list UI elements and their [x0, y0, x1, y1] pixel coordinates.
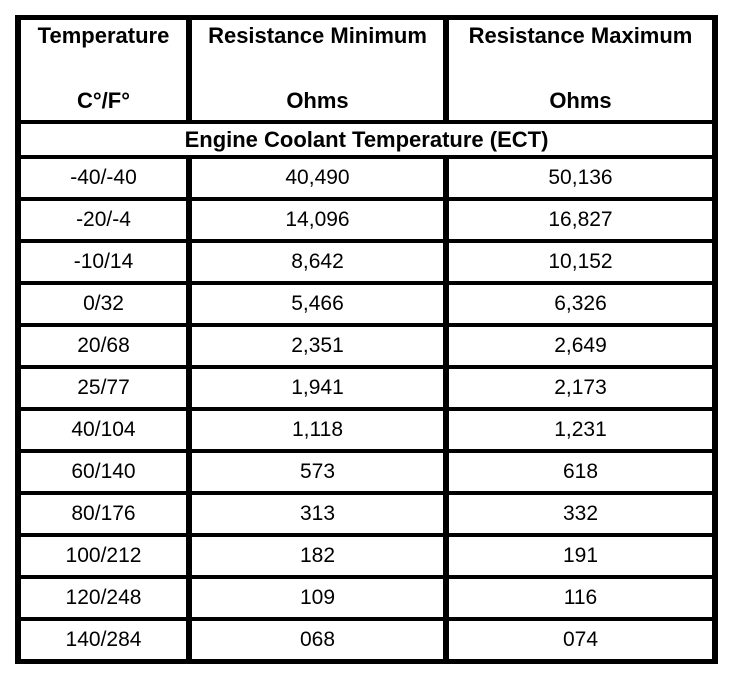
table-row: 25/77 1,941 2,173	[15, 365, 718, 411]
cell-resistance-max: 10,152	[443, 239, 718, 285]
ect-resistance-table: Temperature C°/F° Resistance Minimum Ohm…	[15, 15, 718, 664]
cell-resistance-max: 50,136	[443, 155, 718, 201]
section-row: Engine Coolant Temperature (ECT)	[15, 120, 718, 159]
header-temperature-unit: C°/F°	[76, 87, 131, 113]
header-temperature: Temperature C°/F°	[15, 15, 192, 124]
cell-resistance-max: 116	[443, 575, 718, 621]
header-resistance-min-unit: Ohms	[286, 87, 349, 113]
cell-resistance-min: 14,096	[186, 197, 449, 243]
cell-resistance-min: 109	[186, 575, 449, 621]
cell-resistance-max: 332	[443, 491, 718, 537]
cell-resistance-max: 1,231	[443, 407, 718, 453]
cell-temperature: 100/212	[15, 533, 192, 579]
table-row: 120/248 109 116	[15, 575, 718, 621]
cell-resistance-max: 618	[443, 449, 718, 495]
cell-resistance-max: 16,827	[443, 197, 718, 243]
table-row: 80/176 313 332	[15, 491, 718, 537]
cell-resistance-min: 5,466	[186, 281, 449, 327]
cell-resistance-max: 6,326	[443, 281, 718, 327]
header-resistance-min-title: Resistance Minimum	[208, 23, 427, 48]
section-title: Engine Coolant Temperature (ECT)	[15, 120, 718, 159]
table-row: 140/284 068 074	[15, 617, 718, 664]
header-resistance-max-title: Resistance Maximum	[468, 23, 693, 48]
cell-temperature: 0/32	[15, 281, 192, 327]
table-row: -40/-40 40,490 50,136	[15, 155, 718, 201]
table-header: Temperature C°/F° Resistance Minimum Ohm…	[15, 15, 718, 159]
cell-resistance-min: 1,118	[186, 407, 449, 453]
cell-resistance-max: 191	[443, 533, 718, 579]
table-row: 60/140 573 618	[15, 449, 718, 495]
cell-resistance-min: 068	[186, 617, 449, 664]
cell-resistance-min: 573	[186, 449, 449, 495]
table-row: 0/32 5,466 6,326	[15, 281, 718, 327]
cell-temperature: 60/140	[15, 449, 192, 495]
table-row: 40/104 1,118 1,231	[15, 407, 718, 453]
table-row: -10/14 8,642 10,152	[15, 239, 718, 285]
cell-resistance-min: 182	[186, 533, 449, 579]
cell-temperature: -40/-40	[15, 155, 192, 201]
cell-resistance-min: 8,642	[186, 239, 449, 285]
cell-temperature: 40/104	[15, 407, 192, 453]
cell-temperature: 25/77	[15, 365, 192, 411]
cell-temperature: -10/14	[15, 239, 192, 285]
cell-resistance-max: 074	[443, 617, 718, 664]
header-resistance-max: Resistance Maximum Ohms	[443, 15, 718, 124]
cell-temperature: 140/284	[15, 617, 192, 664]
header-temperature-title: Temperature	[37, 23, 170, 48]
cell-resistance-min: 1,941	[186, 365, 449, 411]
table-row: 20/68 2,351 2,649	[15, 323, 718, 369]
cell-temperature: 20/68	[15, 323, 192, 369]
table-body: -40/-40 40,490 50,136 -20/-4 14,096 16,8…	[15, 155, 718, 664]
table-row: -20/-4 14,096 16,827	[15, 197, 718, 243]
cell-resistance-max: 2,649	[443, 323, 718, 369]
cell-resistance-max: 2,173	[443, 365, 718, 411]
table-row: 100/212 182 191	[15, 533, 718, 579]
cell-resistance-min: 313	[186, 491, 449, 537]
header-resistance-min: Resistance Minimum Ohms	[186, 15, 449, 124]
cell-temperature: 80/176	[15, 491, 192, 537]
cell-temperature: 120/248	[15, 575, 192, 621]
cell-temperature: -20/-4	[15, 197, 192, 243]
cell-resistance-min: 2,351	[186, 323, 449, 369]
cell-resistance-min: 40,490	[186, 155, 449, 201]
header-row: Temperature C°/F° Resistance Minimum Ohm…	[15, 15, 718, 124]
header-resistance-max-unit: Ohms	[549, 87, 612, 113]
